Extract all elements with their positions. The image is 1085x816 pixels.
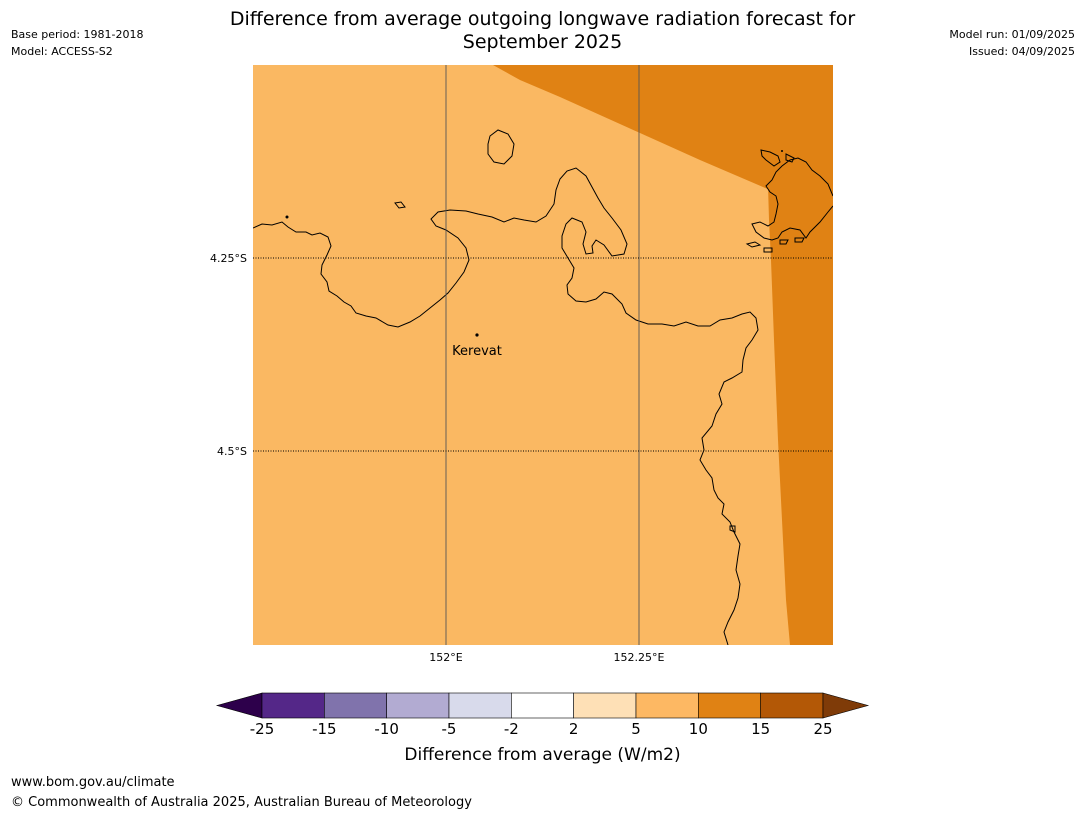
colorbar-box-6 [635, 692, 699, 719]
islet-dot-1 [285, 215, 289, 219]
footer-url[interactable]: www.bom.gov.au/climate [11, 775, 175, 790]
footer-copyright: © Commonwealth of Australia 2025, Austra… [11, 795, 472, 810]
colorbar-box-0 [261, 692, 325, 719]
island-i [729, 525, 736, 533]
colorbar-title: Difference from average (W/m2) [404, 745, 681, 765]
lat-label-4-25s: 4.25°S [210, 252, 247, 265]
colorbar-tick-label: 5 [631, 720, 641, 738]
colorbar-tick-label: 2 [568, 720, 579, 738]
colorbar-box-8 [760, 692, 824, 719]
island-c [487, 129, 515, 165]
colorbar-tick-label: -25 [249, 720, 275, 738]
island-e [745, 241, 762, 248]
island-b [785, 153, 795, 163]
kerevat-marker-icon [475, 333, 479, 337]
place-label-kerevat: Kerevat [452, 344, 502, 359]
colorbar-boxes [261, 692, 824, 719]
colorbar-tick-label: -5 [441, 720, 457, 738]
colorbar-tick-label: -10 [374, 720, 399, 738]
colorbar-box-5 [573, 692, 637, 719]
lat-label-4-5s: 4.5°S [217, 445, 247, 458]
coastline-east [751, 157, 833, 241]
islet-dot-2 [781, 150, 783, 152]
colorbar-box-3 [448, 692, 512, 719]
title-line-2: September 2025 [462, 31, 623, 53]
anomaly-band-10-15-east [768, 185, 833, 645]
issued-date: Issued: 04/09/2025 [968, 45, 1075, 58]
map-area: Kerevat [253, 65, 833, 645]
anomaly-band-10-15-north [493, 65, 833, 200]
map-figure: Kerevat 4.25°S 4.5°S 152°E 152.25°E [210, 65, 833, 664]
model-run: Model run: 01/09/2025 [949, 28, 1075, 41]
meta-right: Model run: 01/09/2025 Issued: 04/09/2025 [949, 26, 1075, 60]
island-f [763, 247, 773, 253]
colorbar-extend-high [822, 692, 870, 719]
colorbar-box-1 [324, 692, 387, 719]
colorbar-box-4 [511, 692, 574, 719]
colorbar-tick-label: 25 [813, 720, 833, 738]
model-name: Model: ACCESS-S2 [11, 45, 113, 58]
title-line-1: Difference from average outgoing longwav… [229, 8, 856, 30]
island-d [394, 201, 406, 209]
island-h [794, 237, 805, 243]
colorbar-tick-label: 15 [751, 720, 771, 738]
colorbar-box-2 [386, 692, 450, 719]
page-title: Difference from average outgoing longwav… [190, 8, 895, 54]
colorbar-tick-label: 10 [688, 720, 708, 738]
coastline-main [253, 167, 759, 645]
island-a [760, 149, 781, 167]
island-g [779, 239, 789, 245]
base-period: Base period: 1981-2018 [11, 28, 144, 41]
meta-left: Base period: 1981-2018 Model: ACCESS-S2 [11, 26, 143, 60]
lon-label-152-25e: 152.25°E [614, 651, 665, 664]
lon-label-152e: 152°E [429, 651, 462, 664]
colorbar-extend-low [215, 692, 263, 719]
colorbar-tick-label: -15 [312, 720, 337, 738]
colorbar-box-7 [698, 692, 761, 719]
colorbar-tick-label: -2 [503, 720, 519, 738]
